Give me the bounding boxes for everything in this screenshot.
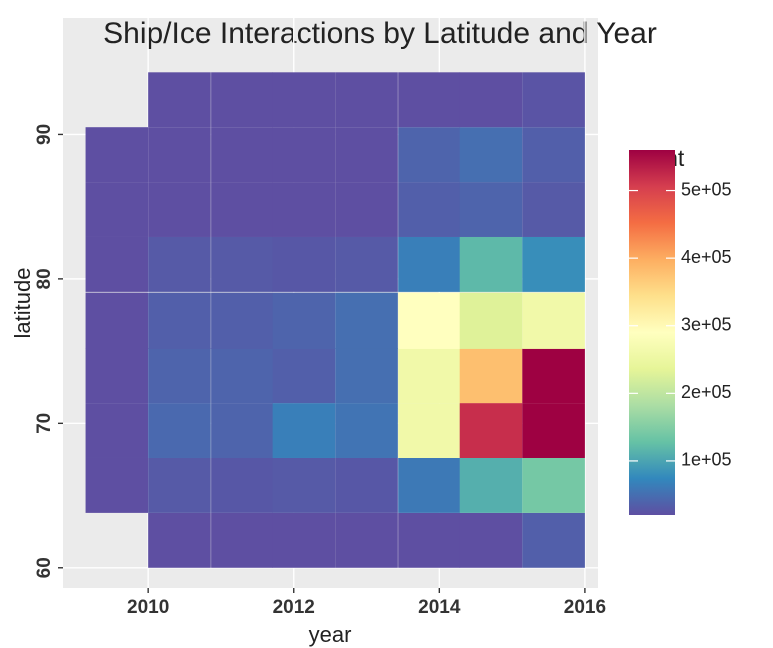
tile bbox=[85, 457, 149, 513]
tile bbox=[148, 292, 211, 349]
tile bbox=[211, 348, 273, 404]
x-tick-label: 2012 bbox=[273, 597, 315, 618]
tile bbox=[85, 403, 149, 458]
tile bbox=[459, 348, 523, 404]
tile bbox=[335, 403, 398, 458]
tile bbox=[211, 457, 273, 513]
tile bbox=[398, 182, 461, 237]
tile bbox=[398, 512, 461, 568]
tile bbox=[272, 182, 336, 237]
y-tick-label: 90 bbox=[34, 124, 55, 145]
tile bbox=[398, 292, 461, 349]
x-tick-label: 2014 bbox=[418, 597, 461, 618]
tile bbox=[148, 403, 211, 458]
tile bbox=[335, 127, 398, 183]
tile bbox=[459, 182, 523, 237]
tile bbox=[211, 236, 273, 292]
tile bbox=[335, 182, 398, 237]
tile bbox=[85, 236, 149, 292]
tile bbox=[211, 512, 273, 568]
tile bbox=[459, 127, 523, 183]
tile bbox=[335, 72, 398, 128]
tile bbox=[148, 348, 211, 404]
chart-title: Ship/Ice Interactions by Latitude and Ye… bbox=[103, 17, 657, 50]
tile bbox=[398, 236, 461, 292]
tile bbox=[459, 403, 523, 458]
tile bbox=[148, 457, 211, 513]
tile bbox=[272, 457, 336, 513]
tile bbox=[522, 512, 585, 568]
colorbar-label: 1e+05 bbox=[681, 450, 732, 470]
colorbar-label: 2e+05 bbox=[681, 382, 732, 402]
tile bbox=[522, 403, 585, 458]
tile bbox=[272, 512, 336, 568]
y-tick-label: 60 bbox=[34, 557, 55, 578]
colorbar bbox=[629, 150, 675, 515]
y-axis-label: latitude bbox=[10, 268, 35, 339]
y-tick-label: 70 bbox=[34, 413, 55, 434]
tile bbox=[459, 236, 523, 292]
tile bbox=[85, 182, 149, 237]
tile bbox=[148, 236, 211, 292]
tile bbox=[398, 457, 461, 513]
tile bbox=[272, 403, 336, 458]
tile bbox=[459, 512, 523, 568]
tile bbox=[522, 457, 585, 513]
tile bbox=[211, 182, 273, 237]
tile bbox=[148, 72, 211, 128]
tile bbox=[272, 236, 336, 292]
tile bbox=[211, 72, 273, 128]
colorbar-label: 5e+05 bbox=[681, 179, 732, 199]
tile bbox=[459, 72, 523, 128]
tile bbox=[335, 348, 398, 404]
tile bbox=[522, 292, 585, 349]
tile bbox=[398, 348, 461, 404]
tile bbox=[85, 127, 149, 183]
tile bbox=[272, 127, 336, 183]
x-tick-label: 2010 bbox=[127, 597, 169, 618]
tile bbox=[459, 457, 523, 513]
tile bbox=[211, 292, 273, 349]
tile bbox=[272, 292, 336, 349]
colorbar-label: 3e+05 bbox=[681, 314, 732, 334]
tile bbox=[148, 182, 211, 237]
tile bbox=[398, 127, 461, 183]
tile bbox=[211, 403, 273, 458]
colorbar-label: 4e+05 bbox=[681, 247, 732, 267]
tile bbox=[335, 512, 398, 568]
tile bbox=[335, 236, 398, 292]
tile bbox=[522, 236, 585, 292]
tile bbox=[85, 292, 149, 349]
tile bbox=[272, 348, 336, 404]
tile bbox=[522, 127, 585, 183]
x-tick-label: 2016 bbox=[564, 597, 606, 618]
tile bbox=[522, 348, 585, 404]
tile bbox=[398, 72, 461, 128]
tile bbox=[335, 457, 398, 513]
tile bbox=[522, 182, 585, 237]
y-tick-label: 80 bbox=[34, 268, 55, 289]
tile bbox=[148, 127, 211, 183]
tile bbox=[148, 512, 211, 568]
tile bbox=[211, 127, 273, 183]
tile bbox=[272, 72, 336, 128]
tile bbox=[335, 292, 398, 349]
x-axis-label: year bbox=[309, 622, 352, 647]
tile bbox=[522, 72, 585, 128]
tile bbox=[85, 348, 149, 404]
tile bbox=[398, 403, 461, 458]
tile bbox=[459, 292, 523, 349]
